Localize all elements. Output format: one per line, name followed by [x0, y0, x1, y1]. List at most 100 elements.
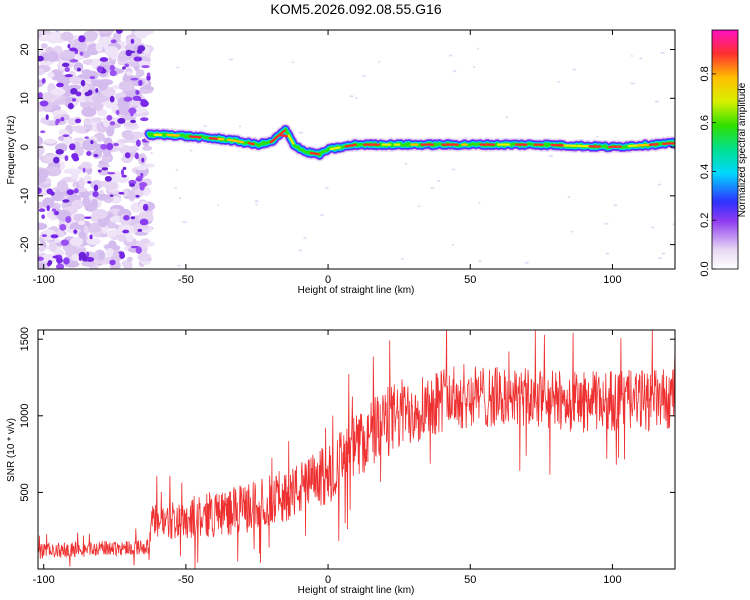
noise-blob [86, 238, 101, 245]
noise-blob [105, 247, 114, 258]
noise-blob [86, 251, 90, 258]
noise-blob [142, 145, 153, 151]
ridge-peak [166, 133, 180, 137]
noise-blob [40, 43, 48, 49]
noise-blob [109, 95, 115, 103]
noise-blob [50, 88, 66, 96]
noise-blob [90, 179, 104, 190]
noise-blob [141, 157, 145, 163]
noise-blob [141, 65, 150, 69]
noise-blob [73, 188, 79, 194]
noise-blob [362, 75, 366, 78]
noise-blob [45, 114, 49, 120]
noise-blob [47, 260, 53, 266]
noise-blob [71, 199, 84, 210]
noise-blob [56, 257, 63, 264]
noise-blob [52, 255, 59, 259]
noise-blob [660, 51, 666, 54]
noise-blob [60, 31, 74, 42]
ridge-peak [188, 135, 202, 139]
noise-blob [97, 169, 102, 173]
noise-blob [109, 64, 115, 72]
noise-blob [135, 194, 140, 198]
noise-blob [42, 197, 55, 209]
y-tick-label: 0 [19, 144, 31, 150]
noise-blob [82, 167, 86, 173]
noise-blob [51, 208, 57, 212]
noise-blob [98, 36, 114, 46]
noise-blob [84, 216, 92, 219]
noise-blob [605, 252, 610, 255]
noise-blob [119, 252, 126, 259]
x-tick-label: -100 [33, 574, 55, 586]
noise-blob [89, 76, 96, 80]
noise-blob [50, 234, 59, 239]
noise-blob [355, 97, 358, 100]
noise-blob [140, 173, 144, 177]
noise-blob [135, 106, 144, 115]
noise-blob [176, 66, 180, 69]
noise-blob [78, 35, 86, 43]
noise-blob [69, 47, 78, 52]
noise-blob [124, 63, 130, 68]
noise-blob [92, 100, 104, 111]
noise-blob [106, 114, 113, 121]
noise-blob [46, 205, 50, 212]
noise-blob [90, 140, 94, 145]
noise-blob [47, 72, 55, 79]
noise-blob [117, 138, 132, 143]
noise-blob [613, 204, 618, 207]
noise-blob [78, 190, 90, 199]
chart-title: KOM5.2026.092.08.55.G16 [270, 1, 441, 17]
noise-blob [39, 100, 49, 107]
noise-blob [136, 175, 144, 179]
noise-blob [109, 259, 116, 266]
noise-blob [672, 223, 675, 226]
noise-blob [73, 62, 84, 72]
noise-blob [99, 57, 109, 62]
noise-blob [132, 95, 142, 101]
noise-blob [80, 79, 86, 87]
noise-blob [79, 51, 84, 56]
ridge-peak [247, 142, 255, 146]
noise-blob [93, 184, 99, 192]
noise-blob [83, 118, 92, 125]
noise-blob [73, 137, 85, 143]
noise-blob [137, 252, 152, 262]
noise-blob [639, 57, 643, 60]
noise-blob [119, 103, 131, 116]
noise-blob [567, 196, 571, 199]
ridge-peak [309, 151, 320, 156]
noise-blob [140, 117, 149, 122]
noise-blob [69, 59, 79, 63]
ridge-peak [269, 129, 286, 144]
noise-blob [70, 253, 81, 262]
noise-blob [125, 233, 134, 243]
noise-blob [452, 70, 457, 73]
noise-blob [130, 119, 137, 124]
noise-blob [81, 106, 97, 118]
noise-blob [38, 144, 45, 156]
noise-blob [121, 174, 127, 178]
noise-blob [52, 249, 65, 257]
noise-blob [115, 109, 120, 116]
noise-blob [448, 54, 453, 57]
noise-blob [53, 99, 67, 105]
x-tick-label: -100 [33, 274, 55, 286]
noise-blob [118, 251, 125, 255]
noise-blob [654, 100, 660, 103]
noise-blob [92, 191, 99, 198]
noise-blob [320, 213, 324, 216]
y-tick-label: 1000 [19, 404, 31, 428]
noise-blob [65, 216, 72, 224]
noise-blob [604, 222, 609, 225]
noise-blob [71, 125, 87, 132]
frequency-ridge [142, 123, 675, 162]
x-tick-label: 50 [464, 274, 476, 286]
x-tick-label: 50 [464, 574, 476, 586]
noise-blob [83, 30, 98, 42]
noise-blob [93, 153, 99, 158]
noise-blob [106, 142, 114, 151]
noise-blob [82, 84, 90, 92]
